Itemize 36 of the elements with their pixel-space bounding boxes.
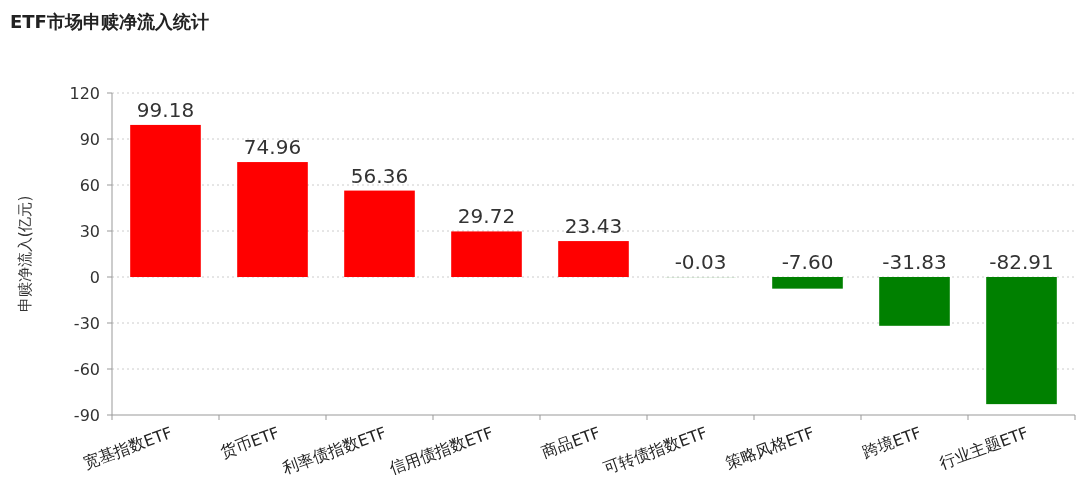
y-tick-label: 30 (79, 222, 100, 241)
bar (237, 162, 308, 277)
data-label: 29.72 (457, 204, 516, 229)
bar (130, 124, 201, 277)
x-tick-label: 策略风格ETF (722, 422, 817, 473)
x-tick-label: 宽基指数ETF (80, 422, 175, 473)
data-label: -0.03 (674, 250, 727, 274)
data-label: 99.18 (136, 97, 195, 122)
data-label: 56.36 (350, 163, 409, 188)
bar (879, 277, 950, 326)
bar (772, 277, 843, 289)
y-tick-label: 0 (89, 268, 100, 287)
title: ETF市场申赎净流入统计 (10, 11, 209, 32)
data-label: 74.96 (243, 135, 302, 160)
x-tick-label: 利率债指数ETF (279, 422, 389, 479)
x-tick-label: 信用债指数ETF (386, 422, 496, 479)
bar (986, 277, 1057, 405)
y-tick-label: 90 (79, 130, 100, 149)
data-label: -31.83 (882, 250, 947, 274)
data-label: -82.91 (989, 250, 1054, 274)
x-tick-label: 可转债指数ETF (600, 422, 710, 479)
data-label: -7.60 (781, 250, 834, 274)
bar (344, 190, 415, 277)
y-tick-label: 120 (69, 84, 100, 103)
x-tick-label: 跨境ETF (859, 422, 924, 462)
bar (451, 231, 522, 277)
x-tick-label: 货币ETF (217, 422, 282, 462)
x-tick-label: 行业主题ETF (936, 422, 1031, 473)
y-tick-label: -90 (73, 406, 100, 425)
y-tick-label: 60 (79, 176, 100, 195)
y-tick-label: -30 (73, 314, 100, 333)
x-tick-label: 商品ETF (538, 422, 603, 462)
data-label: 23.43 (564, 214, 623, 239)
y-axis-title: 申赎净流入(亿元) (16, 195, 34, 313)
bar (558, 241, 629, 277)
y-tick-label: -60 (73, 360, 100, 379)
